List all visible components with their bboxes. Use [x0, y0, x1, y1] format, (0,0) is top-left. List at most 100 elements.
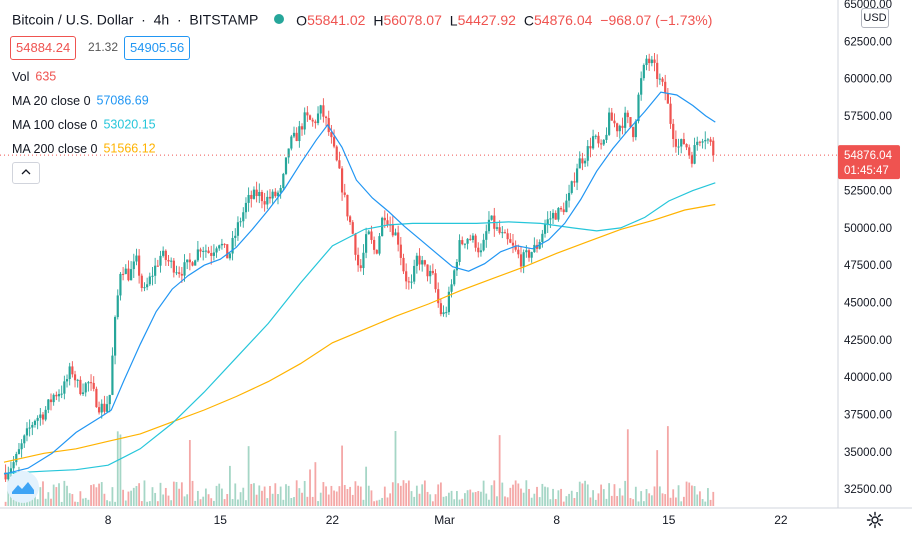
symbol-name[interactable]: Bitcoin / U.S. Dollar — [12, 11, 134, 28]
ma200-value: 51566.12 — [103, 141, 156, 156]
volume-bar — [239, 492, 242, 506]
volume-bar — [172, 481, 175, 506]
volume-bar — [338, 486, 341, 506]
volume-bar — [506, 497, 509, 506]
candle-body — [696, 141, 699, 146]
candle-body — [215, 248, 218, 253]
volume-bar — [138, 483, 141, 506]
volume-bar — [592, 490, 594, 506]
volume-bar — [245, 500, 247, 506]
volume-bar — [279, 486, 282, 506]
volume-bar — [645, 489, 648, 506]
currency-label[interactable]: USD — [861, 8, 889, 28]
volume-bar — [317, 501, 319, 506]
volume-bar — [223, 499, 226, 506]
candle-body — [180, 273, 183, 276]
ma20-legend[interactable]: MA 20 close 0 57086.69 — [12, 92, 149, 109]
volume-bar — [429, 494, 432, 506]
candle-body — [570, 181, 573, 193]
tradingview-logo-icon[interactable] — [6, 470, 40, 504]
candle-body — [605, 134, 608, 140]
volume-bar — [351, 494, 354, 506]
bar-countdown-label: 01:45:47 — [844, 165, 889, 177]
volume-bar — [122, 489, 125, 506]
candle-body — [140, 275, 143, 288]
volume-bar — [60, 501, 63, 506]
candle-body — [124, 268, 127, 275]
ma200-name: MA 200 close 0 — [12, 141, 98, 156]
candle-body — [682, 139, 685, 145]
buy-price-button[interactable]: 54905.56 — [124, 36, 191, 60]
volume-bar — [34, 490, 36, 506]
candle-body — [632, 127, 635, 138]
candle-body — [359, 265, 362, 269]
candle-body — [81, 392, 85, 395]
volume-bar — [287, 485, 290, 506]
candle-body — [236, 222, 240, 236]
candle-body — [343, 192, 346, 195]
candle-body — [191, 262, 194, 266]
candle-body — [672, 123, 675, 139]
volume-bar — [501, 482, 504, 506]
volume-bar — [381, 497, 384, 506]
volume-bar — [76, 501, 79, 506]
candle-body — [252, 189, 256, 199]
candle-body — [391, 224, 394, 236]
sell-price-button[interactable]: 54884.24 — [10, 36, 77, 60]
volume-bar — [453, 499, 456, 506]
interval-label[interactable]: 4h — [153, 11, 170, 28]
candle-body — [608, 112, 611, 135]
volume-bar — [525, 480, 528, 506]
volume-legend[interactable]: Vol 635 — [12, 68, 56, 85]
candle-body — [204, 250, 207, 252]
volume-bar — [207, 494, 210, 506]
candle-body — [79, 379, 82, 395]
candle-body — [330, 132, 333, 138]
volume-bar — [472, 492, 474, 506]
volume-bar — [44, 498, 47, 506]
volume-bar — [704, 501, 707, 506]
volume-bar — [167, 495, 170, 506]
ma200-legend[interactable]: MA 200 close 0 51566.12 — [12, 140, 156, 157]
candle-body — [113, 317, 117, 356]
candle-body — [442, 312, 445, 315]
candle-body — [135, 255, 138, 262]
x-tick-label: 15 — [214, 513, 228, 527]
candle-body — [447, 291, 450, 313]
volume-bar — [234, 483, 237, 506]
candle-body — [89, 382, 93, 384]
candle-body — [4, 472, 7, 480]
candle-body — [33, 420, 37, 425]
candle-body — [260, 191, 264, 202]
ma100-legend[interactable]: MA 100 close 0 53020.15 — [12, 116, 156, 133]
volume-bar — [496, 496, 498, 506]
volume-bar — [405, 483, 408, 506]
volume-bar — [87, 499, 90, 506]
candle-body — [324, 116, 328, 119]
volume-bar — [514, 480, 517, 506]
candle-body — [461, 240, 464, 245]
volume-bar — [370, 490, 373, 506]
collapse-legend-button[interactable] — [12, 162, 40, 184]
volume-bar — [661, 493, 664, 506]
candle-body — [170, 260, 173, 262]
volume-bar — [682, 496, 685, 506]
volume-value: 635 — [35, 69, 57, 84]
candle-body — [597, 135, 600, 144]
gear-icon[interactable] — [866, 511, 884, 529]
candle-body — [100, 403, 103, 413]
volume-bar — [50, 498, 52, 506]
volume-bar — [450, 490, 453, 506]
candle-body — [9, 468, 13, 474]
candle-body — [624, 112, 627, 128]
volume-bar — [218, 483, 221, 506]
candle-body — [685, 144, 688, 148]
y-tick-label: 42500.00 — [844, 335, 892, 347]
candle-body — [7, 473, 10, 480]
volume-bar — [474, 492, 477, 506]
volume-bar — [210, 498, 213, 506]
candle-body — [55, 394, 58, 397]
volume-bar — [162, 494, 165, 506]
volume-bar — [143, 480, 146, 506]
